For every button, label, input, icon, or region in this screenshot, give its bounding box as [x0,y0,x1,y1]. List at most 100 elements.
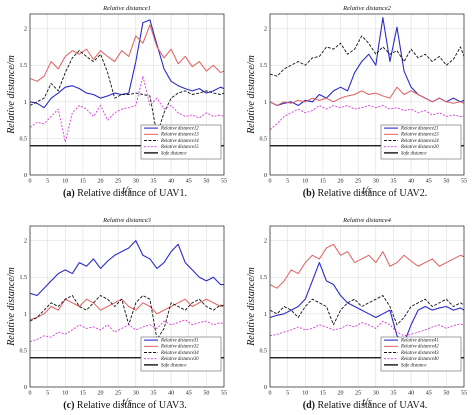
legend-entry: Relative distance42 [400,345,439,350]
x-tick-label: 20 [98,179,104,185]
series-line-2 [269,243,465,289]
x-tick-label: 15 [320,391,326,397]
x-tick-label: 40 [168,179,174,185]
x-tick-label: 40 [408,179,414,185]
chart-panel-4: 0 5 10 15 20 25 30 35 40 45 50 55 0 0.5 1 1.5 2 Relative … [246,217,467,411]
x-tick-label: 35 [390,391,396,397]
y-tick-label: 0 [24,385,27,391]
y-tick-label: 1 [264,312,267,318]
x-tick-label: 0 [269,391,272,397]
series-line-2 [29,298,225,321]
x-tick-label: 15 [320,179,326,185]
y-tick-label: 0.5 [20,136,28,142]
y-tick-label: 2 [24,239,27,245]
series-line-1 [269,262,465,344]
legend-entry: Relative distance20 [400,145,439,150]
y-axis-label: Relative distance/m [6,267,17,347]
x-tick-label: 45 [186,179,192,185]
legend-entry: Safe distance [401,151,427,156]
x-axis-label: t/s [362,397,372,408]
x-tick-label: 50 [443,391,449,397]
plot-frame [29,225,225,388]
series-line-4 [269,320,465,337]
x-axis-label: t/s [122,397,132,408]
x-tick-label: 30 [133,179,139,185]
plot-frame [269,225,465,388]
y-tick-label: 0 [24,173,27,179]
x-tick-label: 25 [355,179,361,185]
x-tick-label: 15 [80,391,86,397]
legend-entry: Relative distance13 [160,133,199,138]
series-line-3 [29,50,225,136]
x-tick-label: 20 [338,179,344,185]
x-tick-label: 30 [373,179,379,185]
legend-entry: Relative distance12 [160,127,199,132]
x-tick-label: 40 [408,391,414,397]
x-tick-label: 25 [355,391,361,397]
x-axis-label: t/s [122,185,132,196]
series-line-1 [29,19,225,109]
figure-caption: (a) Relative distance of UAV1. [63,188,187,199]
x-tick-label: 5 [46,391,49,397]
y-tick-label: 1.5 [260,63,268,69]
legend-entry: Relative distance43 [400,351,439,356]
chart-title: Relative distance1 [102,5,151,12]
caption-label: (c) [63,400,74,411]
chart-panel-3: 0 5 10 15 20 25 30 35 40 45 50 55 0 0.5 1 1.5 2 Relative … [6,217,227,411]
caption-label: (a) [63,188,75,199]
y-tick-label: 0 [264,173,267,179]
caption-text: Relative distance of UAV1. [75,188,187,199]
x-tick-label: 25 [115,391,121,397]
series-line-4 [29,75,225,143]
x-tick-label: 0 [29,179,32,185]
x-tick-label: 30 [133,391,139,397]
legend-entry: Relative distance21 [400,127,439,132]
legend-entry: Relative distance31 [160,339,199,344]
chart-title: Relative distance3 [102,217,152,224]
caption-text: Relative distance of UAV3. [74,400,186,411]
y-tick-label: 1.5 [20,63,28,69]
x-tick-label: 45 [426,179,432,185]
caption-label: (d) [303,400,315,411]
x-tick-label: 50 [203,179,209,185]
series-line-1 [29,240,224,297]
x-tick-label: 5 [46,179,49,185]
x-tick-label: 0 [29,391,32,397]
y-axis-label: Relative distance/m [246,267,257,347]
legend-entry: Safe distance [161,363,187,368]
y-tick-label: 2 [264,27,267,33]
x-tick-label: 45 [426,391,432,397]
y-tick-label: 2 [24,27,27,33]
x-tick-label: 55 [221,179,227,185]
series-line-4 [29,319,225,343]
chart-title: Relative distance4 [342,217,392,224]
x-tick-label: 10 [302,179,308,185]
legend-entry: Safe distance [401,363,427,368]
chart-panel-2: 0 5 10 15 20 25 30 35 40 45 50 55 0 0.5 1 1.5 2 Relative … [246,5,467,199]
chart-title: Relative distance2 [342,5,392,12]
caption-label: (b) [303,188,315,199]
legend-entry: Relative distance14 [160,139,199,144]
x-tick-label: 5 [286,391,289,397]
y-tick-label: 2 [264,239,267,245]
series-line-3 [269,35,465,77]
y-axis-label: Relative distance/m [6,55,17,135]
figure-caption: (c) Relative distance of UAV3. [63,400,186,411]
figure-caption: (d) Relative distance of UAV4. [303,400,428,411]
y-tick-label: 0.5 [20,348,28,354]
x-tick-label: 35 [150,391,156,397]
x-tick-label: 55 [221,391,227,397]
series-line-2 [269,86,465,106]
x-tick-label: 10 [62,179,68,185]
x-tick-label: 20 [98,391,104,397]
x-tick-label: 10 [302,391,308,397]
chart-panel-1: 0 5 10 15 20 25 30 35 40 45 50 55 0 0.5 1 1.5 2 Relative … [6,5,227,199]
x-tick-label: 50 [203,391,209,397]
x-tick-label: 20 [338,391,344,397]
legend-entry: Relative distance40 [400,357,439,362]
legend-entry: Relative distance41 [400,339,439,344]
